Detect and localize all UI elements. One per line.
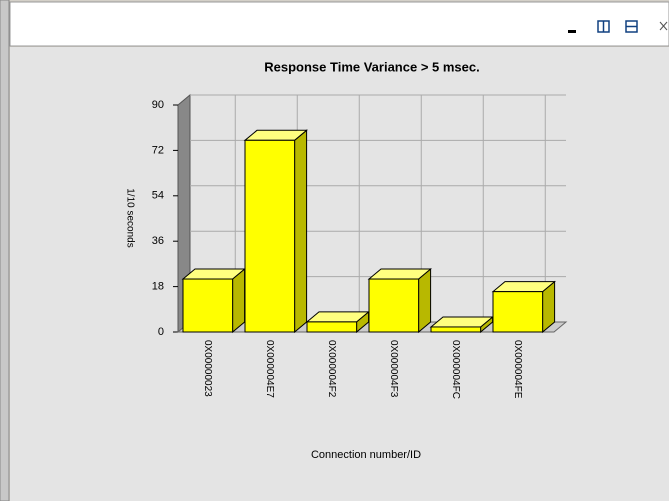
x-axis-label: Connection number/ID [311,449,421,461]
chart-title: Response Time Variance > 5 msec. [264,59,479,74]
minimize-button[interactable] [568,30,576,33]
bar [182,278,234,333]
bar-side [294,129,308,334]
x-tick-label: 0X000004F3 [388,340,399,398]
y-axis-label: 1/10 seconds [124,188,135,248]
bar [368,278,420,333]
y-tick-label: 0 [158,326,164,338]
x-tick-label: 0X00000023 [202,340,213,397]
title-bar [9,1,669,47]
bar-side [418,267,432,334]
y-tick-label: 18 [152,281,164,293]
close-button[interactable] [659,21,668,31]
bar [306,321,358,333]
maximize-button[interactable] [625,20,638,33]
bar [492,291,544,333]
x-tick-label: 0X000004F2 [326,340,337,398]
y-tick-label: 36 [152,235,164,247]
x-tick-label: 0X000004E7 [264,340,275,398]
side-panel [0,0,10,501]
x-tick-label: 0X000004FE [512,340,523,399]
x-tick-label: 0X000004FC [450,340,461,399]
y-tick-label: 54 [152,190,164,202]
chart-area [10,47,669,501]
y-tick-label: 90 [152,99,164,111]
bar [430,326,482,333]
y-tick-label: 72 [152,144,164,156]
bar [244,139,296,333]
tile-button[interactable] [597,20,610,33]
bar-side [232,267,246,334]
